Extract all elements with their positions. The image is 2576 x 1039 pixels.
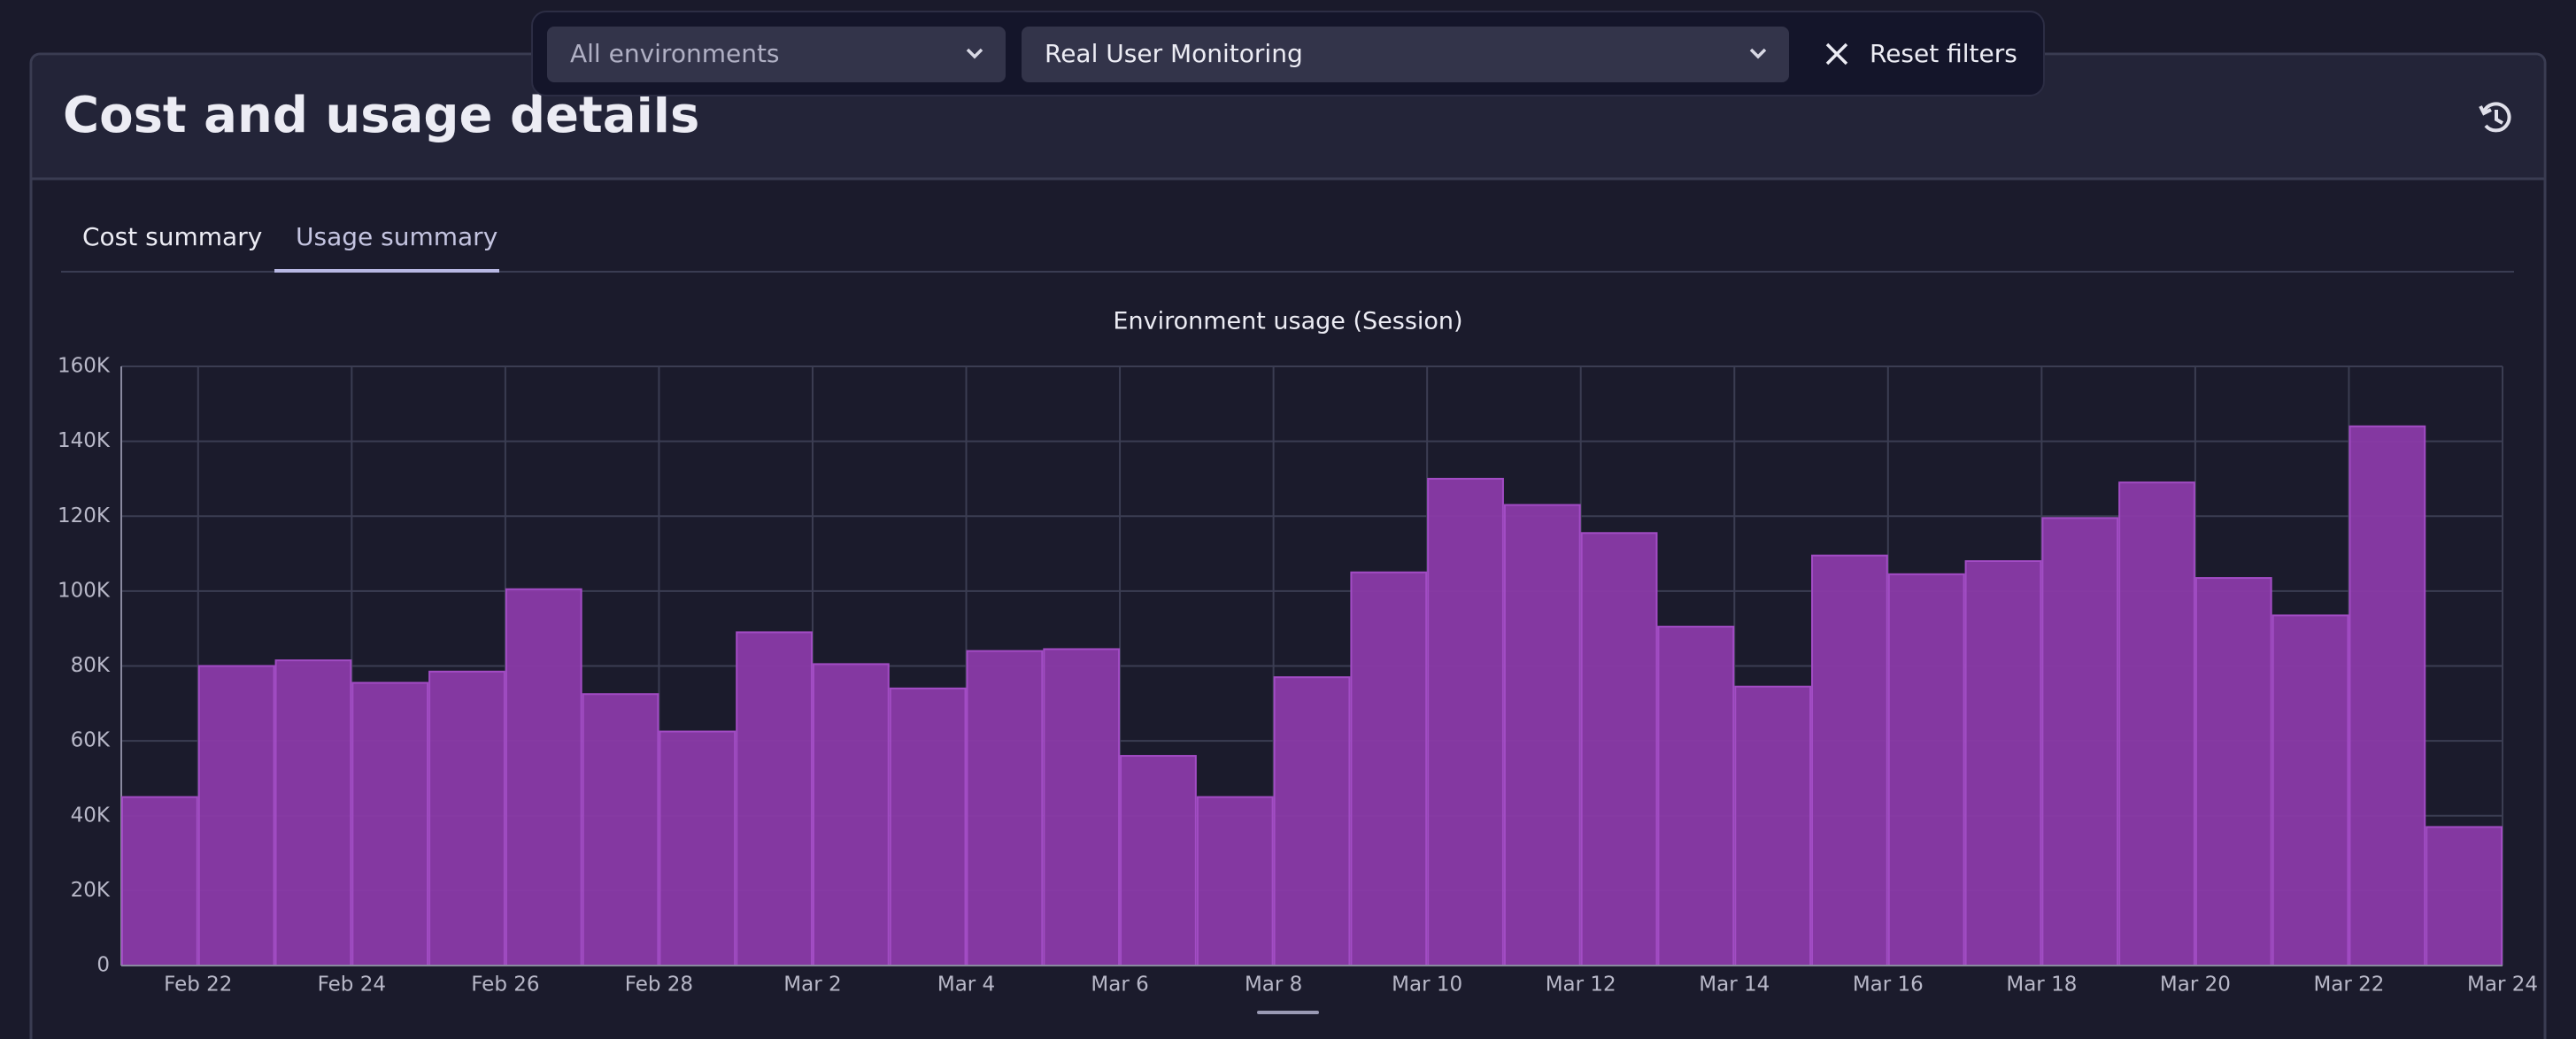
bar bbox=[351, 681, 429, 967]
y-tick-label: 160K bbox=[58, 355, 111, 378]
history-icon[interactable] bbox=[2479, 102, 2511, 133]
bar bbox=[1734, 685, 1812, 966]
x-tick-label: Mar 18 bbox=[2006, 974, 2077, 997]
bar bbox=[121, 796, 198, 966]
bar bbox=[2041, 517, 2119, 966]
tab[interactable]: Cost summary bbox=[82, 222, 262, 251]
y-tick-label: 80K bbox=[71, 654, 111, 677]
bar bbox=[1427, 477, 1504, 966]
bar bbox=[2118, 481, 2195, 966]
bar bbox=[1120, 755, 1197, 966]
scroll-indicator bbox=[1257, 1011, 1319, 1014]
x-tick-label: Mar 8 bbox=[1245, 974, 1302, 997]
chart-title: Environment usage (Session) bbox=[1113, 308, 1462, 335]
bar bbox=[2271, 614, 2349, 966]
reset-text: Reset filters bbox=[1870, 39, 2017, 68]
x-tick-label: Mar 16 bbox=[1853, 974, 1924, 997]
reset-button[interactable]: Reset filters bbox=[1825, 39, 2017, 68]
x-tick-label: Mar 10 bbox=[1392, 974, 1462, 997]
bar bbox=[1580, 532, 1658, 967]
x-tick-label: Feb 26 bbox=[471, 974, 539, 997]
y-tick-label: 20K bbox=[71, 879, 111, 902]
x-tick-label: Mar 20 bbox=[2160, 974, 2231, 997]
bar bbox=[812, 663, 890, 967]
bar bbox=[505, 588, 582, 967]
bar bbox=[889, 687, 967, 966]
x-tick-label: Feb 28 bbox=[625, 974, 693, 997]
bar bbox=[197, 665, 275, 966]
bar bbox=[1273, 676, 1351, 966]
bar bbox=[1350, 571, 1428, 966]
bar bbox=[2348, 425, 2426, 966]
x-tick-label: Feb 22 bbox=[164, 974, 232, 997]
bar bbox=[274, 659, 352, 966]
environment-dropdown[interactable] bbox=[547, 27, 1006, 82]
y-tick-label: 140K bbox=[58, 429, 111, 452]
bar bbox=[582, 693, 659, 966]
x-tick-label: Mar 4 bbox=[937, 974, 995, 997]
y-tick-label: 100K bbox=[58, 579, 111, 602]
x-tick-label: Mar 12 bbox=[1546, 974, 1616, 997]
bar bbox=[1043, 648, 1121, 966]
x-tick-label: Mar 6 bbox=[1091, 974, 1148, 997]
bar bbox=[1503, 504, 1581, 966]
bar bbox=[1811, 554, 1888, 966]
bar bbox=[1657, 626, 1735, 967]
chevron bbox=[966, 48, 983, 59]
chevron bbox=[1749, 48, 1767, 59]
product-dropdown[interactable] bbox=[1022, 27, 1789, 82]
bar bbox=[1887, 573, 1965, 966]
bar bbox=[1964, 560, 2042, 967]
bar bbox=[1196, 796, 1274, 966]
bar bbox=[736, 631, 813, 966]
tab-active[interactable]: Usage summary bbox=[296, 222, 497, 251]
dropdown-text: Real User Monitoring bbox=[1045, 39, 1303, 68]
bar bbox=[428, 670, 505, 966]
x-tick-label: Mar 14 bbox=[1699, 974, 1770, 997]
x-tick-label: Feb 24 bbox=[318, 974, 386, 997]
bar bbox=[966, 650, 1044, 966]
x-tick-label: Mar 2 bbox=[783, 974, 841, 997]
dropdown-text: All environments bbox=[570, 39, 780, 68]
y-tick-label: 40K bbox=[71, 804, 111, 827]
x-tick-label: Mar 24 bbox=[2467, 974, 2538, 997]
bar bbox=[659, 730, 737, 966]
bar bbox=[2194, 577, 2272, 966]
y-tick-label: 0 bbox=[96, 954, 110, 977]
y-tick-label: 120K bbox=[58, 504, 111, 527]
x-tick-label: Mar 22 bbox=[2313, 974, 2384, 997]
bar bbox=[2426, 826, 2503, 966]
y-tick-label: 60K bbox=[71, 729, 111, 752]
close-icon bbox=[1825, 42, 1848, 65]
